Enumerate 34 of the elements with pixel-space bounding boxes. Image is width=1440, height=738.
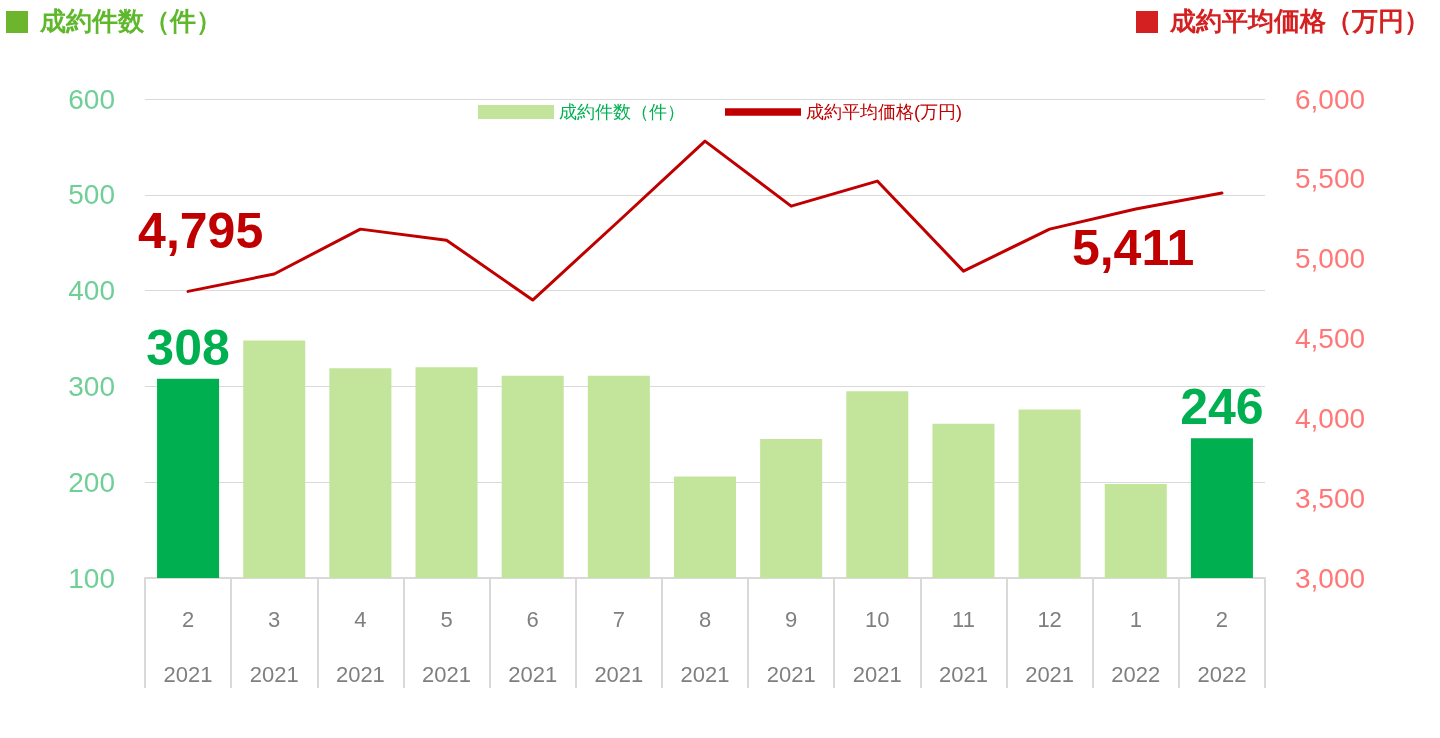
y2-tick-label: 3,500 [1295,482,1366,514]
y-tick-label: 300 [68,370,115,402]
category-label: 8 2021 [680,607,730,687]
y-axis-title: 成約件数（件） [40,5,222,38]
category-label: 12 2021 [1025,607,1075,687]
category-label: 11 2021 [938,607,988,687]
y-tick-label: 500 [68,179,115,211]
y-tick-label: 100 [68,562,115,594]
category-label: 3 2021 [249,607,299,687]
category-label: 1 2022 [1111,607,1161,687]
data-label: 5,411 [1071,220,1195,277]
y2-tick-label: 4,000 [1295,402,1366,434]
legend-label: 成約平均価格(万円) [806,102,963,122]
category-label: 2 2021 [163,607,213,687]
data-label: 308 [146,319,230,376]
category-label: 10 2021 [852,607,902,687]
data-label: 246 [1180,379,1264,436]
y2-tick-label: 5,500 [1295,163,1366,195]
y2-tick-label: 6,000 [1295,83,1366,115]
category-label: 4 2021 [335,607,385,687]
y-tick-label: 200 [68,466,115,498]
y-tick-label: 400 [68,275,115,307]
data-label: 4,795 [138,203,264,260]
y2-tick-label: 5,000 [1295,243,1366,275]
category-label: 6 2021 [508,607,558,687]
y2-axis-title: 成約平均価格（万円） [1170,5,1430,38]
category-label: 5 2021 [422,607,472,687]
y-tick-label: 600 [68,83,115,115]
y2-tick-label: 4,500 [1295,323,1366,354]
legend-label: 成約件数（件） [559,102,686,122]
category-label: 2 2022 [1197,607,1247,687]
category-label: 9 2021 [766,607,816,687]
category-label: 7 2021 [594,607,644,687]
y2-tick-label: 3,000 [1295,562,1366,594]
